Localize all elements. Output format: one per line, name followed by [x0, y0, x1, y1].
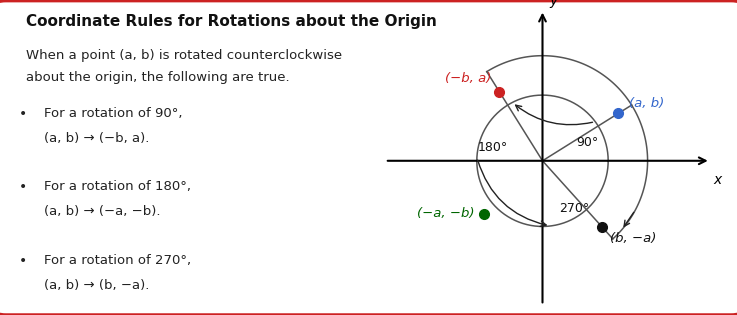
- Text: y: y: [549, 0, 557, 9]
- Text: x: x: [713, 173, 722, 186]
- Text: •: •: [18, 107, 27, 121]
- Text: (−a, −b): (−a, −b): [417, 207, 475, 220]
- Text: 180°: 180°: [478, 141, 508, 154]
- Text: (b, −a): (b, −a): [610, 232, 657, 245]
- Text: For a rotation of 90°,: For a rotation of 90°,: [44, 107, 183, 120]
- Text: (a, b) → (−a, −b).: (a, b) → (−a, −b).: [44, 205, 161, 218]
- Text: When a point (a, b) is rotated counterclockwise: When a point (a, b) is rotated countercl…: [26, 49, 342, 62]
- Text: 90°: 90°: [576, 136, 599, 149]
- Text: (a, b): (a, b): [629, 96, 664, 110]
- Text: (−b, a): (−b, a): [445, 72, 492, 85]
- Text: For a rotation of 180°,: For a rotation of 180°,: [44, 180, 191, 192]
- Text: For a rotation of 270°,: For a rotation of 270°,: [44, 254, 192, 266]
- Text: •: •: [18, 180, 27, 193]
- Text: Coordinate Rules for Rotations about the Origin: Coordinate Rules for Rotations about the…: [26, 14, 436, 29]
- Text: about the origin, the following are true.: about the origin, the following are true…: [26, 71, 290, 84]
- Text: •: •: [18, 254, 27, 267]
- Text: (a, b) → (−b, a).: (a, b) → (−b, a).: [44, 132, 150, 145]
- Text: 270°: 270°: [559, 202, 590, 215]
- Text: (a, b) → (b, −a).: (a, b) → (b, −a).: [44, 279, 150, 292]
